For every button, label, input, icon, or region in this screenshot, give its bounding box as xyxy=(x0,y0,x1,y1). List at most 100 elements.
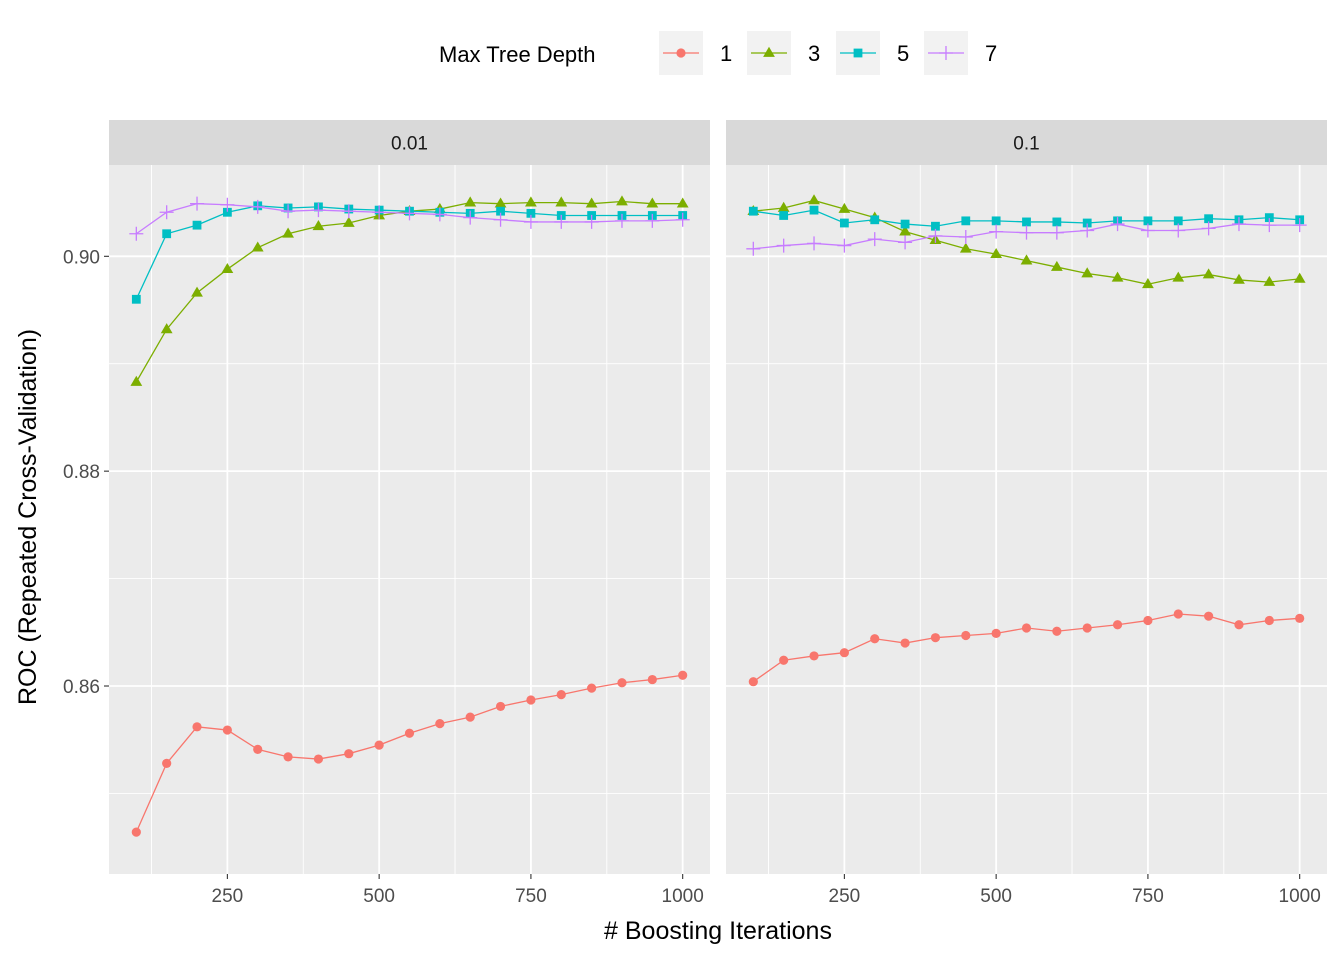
data-point xyxy=(312,220,325,231)
x-tick-label: 250 xyxy=(829,886,861,907)
x-tick-label: 500 xyxy=(980,886,1012,907)
data-point xyxy=(523,214,538,229)
legend: Max Tree Depth 1 3 5 7 xyxy=(439,31,997,75)
legend-item-5: 5 xyxy=(836,31,909,75)
data-point xyxy=(1082,218,1092,228)
data-point xyxy=(341,204,356,219)
y-axis-title: ROC (Repeated Cross-Validation) xyxy=(14,329,42,705)
data-point xyxy=(1050,260,1063,271)
data-point xyxy=(678,670,688,680)
data-point xyxy=(777,201,790,212)
y-tick-label: 0.88 xyxy=(63,462,100,483)
data-point xyxy=(837,238,852,253)
data-point xyxy=(129,226,144,241)
legend-key-marker xyxy=(763,46,775,57)
data-point xyxy=(162,229,172,239)
data-point xyxy=(465,712,475,722)
legend-item-7: 7 xyxy=(924,31,997,75)
data-point xyxy=(1201,221,1216,236)
legend-label: 7 xyxy=(985,41,997,66)
data-point xyxy=(222,207,232,217)
data-point xyxy=(1293,272,1306,283)
data-point xyxy=(160,323,173,334)
data-point xyxy=(1292,218,1307,233)
legend-key-marker xyxy=(853,48,863,58)
data-point xyxy=(584,214,599,229)
data-point xyxy=(372,205,387,220)
panel-background xyxy=(726,165,1327,874)
data-point xyxy=(870,634,880,644)
x-tick-label: 750 xyxy=(515,886,547,907)
data-point xyxy=(222,725,232,735)
data-point xyxy=(344,749,354,759)
data-point xyxy=(675,212,690,227)
data-point xyxy=(250,199,265,214)
data-point xyxy=(1081,267,1094,278)
data-point xyxy=(190,196,205,211)
x-tick-label: 750 xyxy=(1132,886,1164,907)
data-point xyxy=(402,206,417,221)
data-point xyxy=(839,648,849,658)
series-depth-7 xyxy=(746,217,1307,256)
data-point xyxy=(374,740,384,750)
data-point xyxy=(131,827,141,837)
data-point xyxy=(867,232,882,247)
data-point xyxy=(464,196,477,207)
data-point xyxy=(1204,611,1214,621)
data-point xyxy=(159,205,174,220)
series-depth-7 xyxy=(129,196,690,241)
data-point xyxy=(526,208,536,218)
data-point xyxy=(191,286,203,297)
data-point xyxy=(1140,223,1155,238)
y-tick-label: 0.90 xyxy=(63,247,100,268)
data-point xyxy=(746,241,761,256)
data-point xyxy=(1231,217,1246,232)
data-point xyxy=(496,206,505,216)
legend-label: 3 xyxy=(808,41,820,66)
facet-strip-label: 0.01 xyxy=(391,134,428,155)
data-point xyxy=(313,754,324,764)
data-point xyxy=(525,196,537,207)
data-point xyxy=(614,213,629,228)
data-point xyxy=(253,744,263,754)
y-tick-label: 0.86 xyxy=(63,677,100,698)
data-point xyxy=(645,213,660,228)
data-point xyxy=(647,674,657,685)
data-point xyxy=(870,215,880,225)
data-point xyxy=(617,678,627,688)
data-point xyxy=(1172,271,1185,282)
data-point xyxy=(220,197,235,212)
data-point xyxy=(1264,615,1274,626)
data-point xyxy=(432,207,447,222)
data-point xyxy=(1173,216,1183,226)
data-point xyxy=(1112,620,1123,630)
data-point xyxy=(1262,218,1277,233)
data-point xyxy=(776,238,791,253)
x-tick-label: 1000 xyxy=(1279,886,1321,907)
data-point xyxy=(221,263,234,274)
facet-panel-0.01: 0.01 250 500 750 1000 0.86 0.88 0.90 xyxy=(63,120,710,907)
data-point xyxy=(991,216,1001,226)
data-point xyxy=(809,651,819,661)
data-point xyxy=(839,218,849,228)
x-tick-label: 1000 xyxy=(662,886,704,907)
data-point xyxy=(1234,620,1244,630)
data-point xyxy=(281,204,296,219)
data-point xyxy=(1020,254,1033,265)
data-point xyxy=(961,630,971,641)
data-point xyxy=(989,224,1004,239)
series-depth-1 xyxy=(131,670,688,837)
data-point xyxy=(1173,609,1183,619)
data-point xyxy=(1080,223,1095,238)
data-point xyxy=(495,701,506,712)
data-point xyxy=(130,375,143,386)
data-point xyxy=(991,628,1001,638)
data-point xyxy=(282,227,294,238)
data-point xyxy=(1021,623,1032,633)
data-point xyxy=(1052,217,1062,227)
data-point xyxy=(555,196,568,207)
data-point xyxy=(311,203,326,218)
data-point xyxy=(808,194,820,205)
data-point xyxy=(779,655,789,665)
